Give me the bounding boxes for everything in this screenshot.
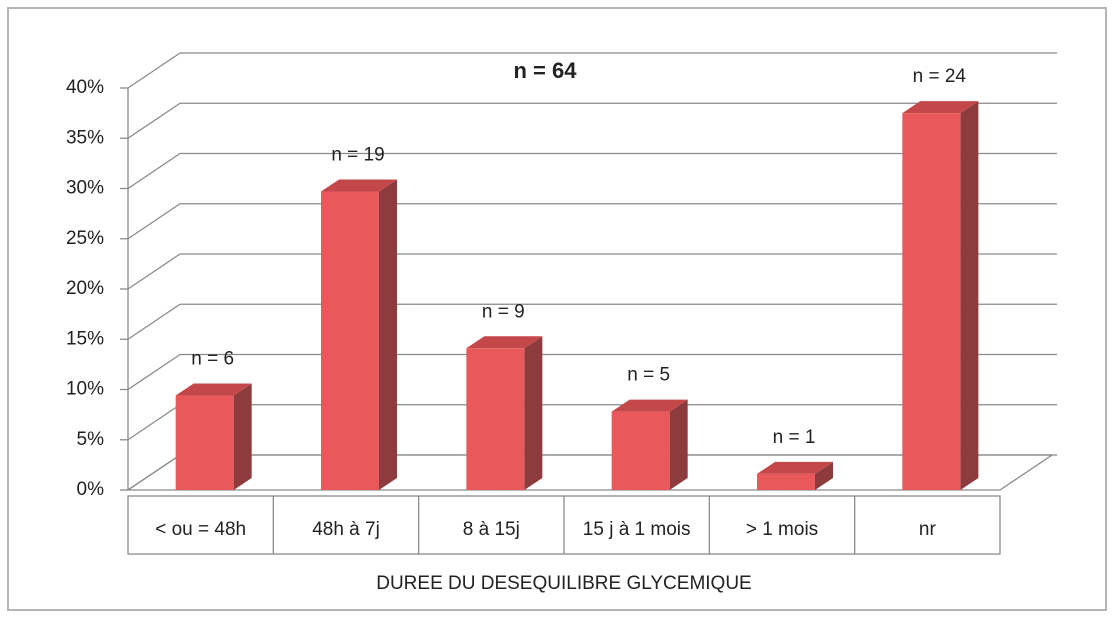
bar-side: [379, 179, 397, 490]
bar-annotation: n = 1: [773, 427, 816, 448]
chart-subtitle: n = 64: [514, 58, 578, 83]
bar: [466, 348, 525, 490]
bar: [757, 473, 815, 490]
bar-annotation: n = 6: [191, 349, 234, 370]
bar: [902, 113, 961, 490]
x-tick-label: 15 j à 1 mois: [583, 519, 691, 540]
x-axis-label: DUREE DU DESEQUILIBRE GLYCEMIQUE: [376, 573, 752, 594]
x-tick-label: nr: [919, 519, 937, 540]
bar: [175, 395, 234, 490]
y-tick-label: 40%: [66, 77, 104, 98]
y-tick-label: 15%: [66, 328, 104, 349]
bar-top: [902, 101, 979, 114]
y-tick-label: 5%: [77, 429, 105, 450]
grid-line-side: [127, 353, 181, 391]
y-tick-label: 25%: [66, 228, 104, 249]
bar-side: [960, 101, 979, 490]
x-tick-label: < ou = 48h: [155, 519, 246, 540]
bar-side: [669, 399, 688, 490]
grid-line-side: [127, 152, 181, 190]
x-tick-label: 48h à 7j: [312, 519, 380, 540]
grid-line-side: [127, 454, 181, 491]
y-tick-label: 0%: [77, 479, 105, 500]
x-tick-label: > 1 mois: [746, 519, 818, 540]
grid-line-side: [127, 303, 181, 340]
bar-annotation: n = 24: [913, 66, 967, 87]
y-tick-label: 35%: [66, 127, 104, 148]
bar-side: [524, 336, 543, 490]
bar-top: [611, 399, 688, 412]
grid-line-side: [127, 102, 181, 139]
grid-line-side: [127, 253, 181, 290]
bar: [321, 191, 379, 490]
bar-top: [757, 461, 833, 474]
bar: [611, 411, 670, 490]
bar-side: [815, 461, 833, 490]
x-tick-label: 8 à 15j: [463, 519, 520, 540]
bar-top: [321, 179, 397, 192]
grid-line-side: [127, 404, 181, 441]
bar-annotation: n = 5: [627, 365, 670, 386]
grid-line-side: [127, 52, 181, 89]
bar-side: [233, 383, 252, 490]
grid-line-side: [127, 203, 181, 240]
y-tick-label: 10%: [66, 379, 104, 400]
y-tick-label: 20%: [66, 278, 104, 299]
bar-top: [466, 336, 543, 349]
y-tick-label: 30%: [66, 178, 104, 199]
bar-top: [175, 383, 252, 396]
bar-annotation: n = 9: [482, 301, 525, 322]
bar-annotation: n = 19: [331, 145, 384, 166]
